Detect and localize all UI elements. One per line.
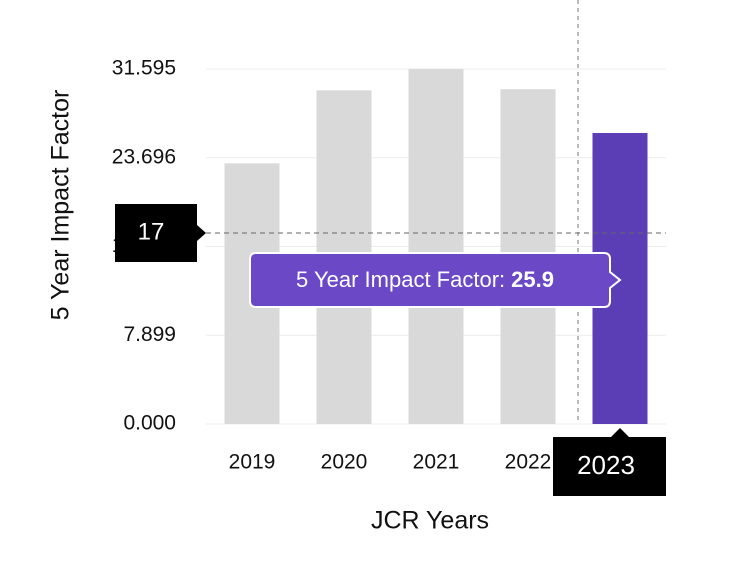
tooltip-box <box>249 252 622 308</box>
tooltip-value: 25.9 <box>511 267 554 292</box>
x-axis-title: JCR Years <box>371 507 489 535</box>
crosshair-x-label: 2023 <box>577 450 635 480</box>
y-tick-label: 31.595 <box>112 57 176 80</box>
y-tick-label: 7.899 <box>123 323 176 346</box>
crosshair-x-box <box>553 428 666 496</box>
crosshair-y-label: 17 <box>138 218 165 245</box>
y-tick-label: 0.000 <box>123 412 176 435</box>
bar <box>408 68 464 424</box>
x-tick-label: 2022 <box>505 451 552 474</box>
x-tick-label: 2020 <box>321 451 368 474</box>
y-axis-title: 5 Year Impact Factor <box>47 90 75 321</box>
x-tick-label: 2021 <box>413 451 460 474</box>
y-tick-label: 23.696 <box>112 145 176 168</box>
tooltip-label: 5 Year Impact Factor: <box>296 267 505 292</box>
crosshair-y-box <box>115 203 206 262</box>
tooltip-text: 5 Year Impact Factor: 25.9 <box>296 267 554 292</box>
x-tick-label: 2019 <box>229 451 276 474</box>
